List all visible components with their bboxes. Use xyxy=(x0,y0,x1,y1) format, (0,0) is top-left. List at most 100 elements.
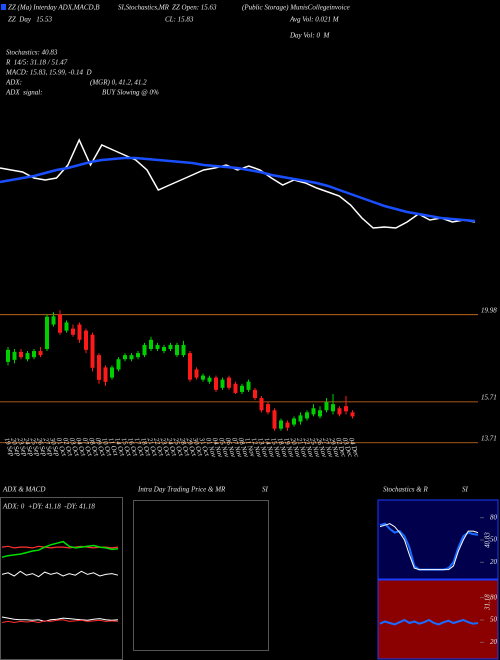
annotation: Day Vol: 0 M xyxy=(289,32,330,40)
series-line xyxy=(0,138,476,229)
annotation: ZZ (Ma) Interday ADX,MACD,B xyxy=(8,4,100,12)
candle-body xyxy=(103,367,108,382)
candle-body xyxy=(84,330,88,350)
candle-body xyxy=(129,355,134,360)
candle-body xyxy=(12,351,17,360)
annotation: (Public Storage) MunisCollegeinvoice xyxy=(242,4,350,12)
candle-body xyxy=(279,420,283,429)
panel-title: Stochastics & R xyxy=(383,486,428,494)
candle-body xyxy=(188,353,192,380)
annotation: SI,Stochastics,MR xyxy=(118,4,170,12)
candle-body xyxy=(259,398,264,411)
candle-body xyxy=(266,404,270,413)
series-line xyxy=(379,618,479,626)
legend-marker xyxy=(1,4,6,10)
panel-subtitle: SI xyxy=(262,486,269,494)
candle-body xyxy=(240,385,244,392)
candle-body xyxy=(220,379,225,388)
annotation: ZZ Open: 15.63 xyxy=(172,4,217,12)
intraday-panel-frame xyxy=(133,500,269,651)
annotation: Avg Vol: 0.021 M xyxy=(289,16,340,24)
annotation: MACD: 15.83, 15.99, -0.14 D xyxy=(5,69,92,77)
panel-title: ADX & MACD xyxy=(2,486,45,494)
candle-body xyxy=(19,351,23,358)
candle-body xyxy=(227,377,231,388)
level-label: 13.71 xyxy=(481,434,497,442)
candle-body xyxy=(155,344,160,350)
panel-subtitle: SI xyxy=(462,486,469,494)
series-line xyxy=(0,156,476,223)
candle-body xyxy=(233,383,238,393)
candle-body xyxy=(207,377,212,382)
candle-body xyxy=(71,328,75,335)
candle-body xyxy=(324,402,329,411)
level-label: 19.98 xyxy=(481,306,497,314)
annotation: ADX: xyxy=(5,79,22,87)
candle-body xyxy=(64,322,69,331)
series-line xyxy=(1,570,119,578)
candle-body xyxy=(123,355,127,360)
panel-title: Intra Day Trading Price & MR xyxy=(137,486,226,494)
candle-body xyxy=(253,389,257,399)
candle-body xyxy=(58,314,62,333)
candle-body xyxy=(344,406,348,412)
candle-body xyxy=(246,381,251,390)
candle-body xyxy=(175,344,179,356)
candle-body xyxy=(214,377,218,390)
candle-body xyxy=(272,410,277,429)
annotation: BUY Slowing @ 0% xyxy=(102,89,159,97)
annotation: 31.18 xyxy=(484,594,492,611)
level-label: 15.71 xyxy=(481,394,497,402)
candle-body xyxy=(38,351,43,356)
candle-body xyxy=(168,344,173,350)
candle-body xyxy=(116,359,121,370)
candle-body xyxy=(162,346,166,352)
series-line xyxy=(1,616,119,622)
candle-body xyxy=(298,415,303,422)
candle-body xyxy=(110,367,114,378)
candle-body xyxy=(311,408,316,415)
annotation: ZZ Day 15.53 xyxy=(8,16,52,24)
annotation: ADX: 0 +DY: 41.18 -DY: 41.18 xyxy=(2,503,95,511)
candle-body xyxy=(6,349,10,362)
candle-body xyxy=(292,418,296,425)
y-tick-label: 50 xyxy=(490,616,498,624)
annotation: ADX signal: xyxy=(5,89,43,97)
candle-body xyxy=(318,410,322,417)
annotation: Stochastics: 40.83 xyxy=(6,49,58,57)
candle-body xyxy=(25,353,30,360)
y-tick-label: 20 xyxy=(490,638,498,646)
panel-background xyxy=(377,579,499,660)
candle-body xyxy=(136,353,140,358)
y-tick-label: 50 xyxy=(490,536,498,544)
candle-body xyxy=(350,412,355,417)
series-line xyxy=(1,540,119,558)
adx-panel-frame xyxy=(0,497,123,660)
annotation: 40.83 xyxy=(484,532,492,548)
candle-body xyxy=(331,404,335,412)
candle-body xyxy=(201,375,205,380)
candle-body xyxy=(194,369,199,378)
candle-body xyxy=(51,316,56,325)
y-tick-label: 80 xyxy=(490,513,498,521)
candle-body xyxy=(142,344,147,356)
candle-body xyxy=(97,355,101,380)
panel-background xyxy=(377,499,499,580)
series-line xyxy=(1,619,119,624)
candle-body xyxy=(32,351,36,358)
annotation: R 14/5: 31.18 / 51.47 xyxy=(5,59,68,67)
candle-body xyxy=(337,408,342,415)
candle-body xyxy=(285,422,290,428)
candle-body xyxy=(149,339,153,350)
y-tick-label: 20 xyxy=(490,558,498,566)
candle-body xyxy=(181,344,186,356)
candle-body xyxy=(305,412,309,419)
candle-body xyxy=(45,316,49,350)
series-line xyxy=(379,523,479,571)
annotation: (MGR) 0, 41.2, 41.2 xyxy=(90,79,147,87)
candle-body xyxy=(90,334,95,368)
annotation: CL: 15.83 xyxy=(165,16,194,24)
y-tick-label: 80 xyxy=(490,593,498,601)
candle-body xyxy=(77,324,82,340)
